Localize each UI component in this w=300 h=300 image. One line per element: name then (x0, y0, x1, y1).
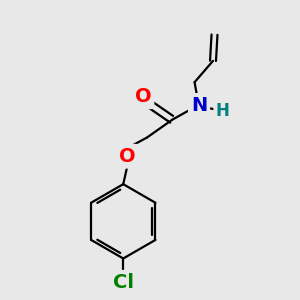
Text: N: N (191, 96, 207, 115)
Text: Cl: Cl (113, 273, 134, 292)
Text: H: H (216, 102, 230, 120)
Text: O: O (119, 147, 136, 166)
Text: O: O (135, 87, 152, 106)
